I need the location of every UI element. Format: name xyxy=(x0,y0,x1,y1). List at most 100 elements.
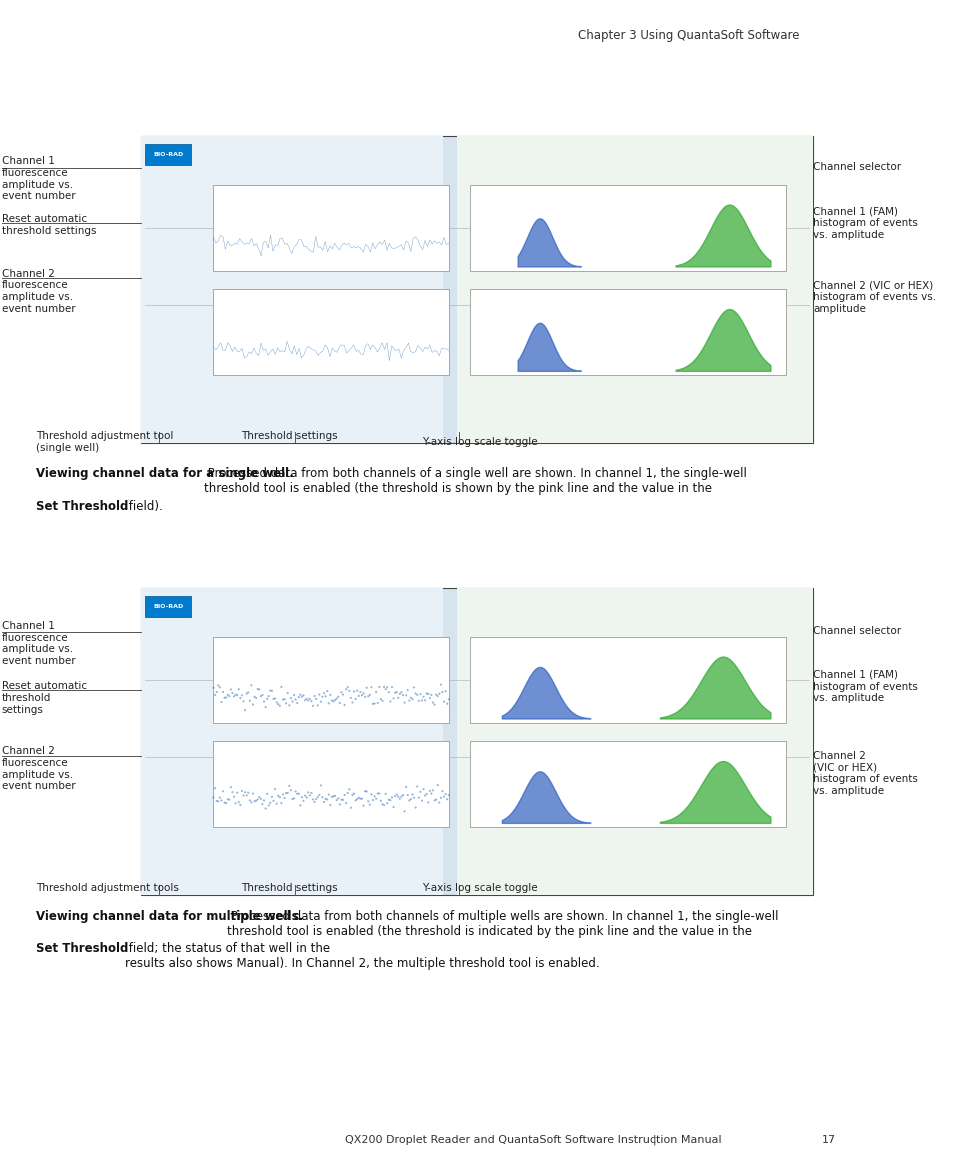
Point xyxy=(334,683,349,701)
Point xyxy=(211,792,226,810)
Point xyxy=(307,687,322,706)
Point xyxy=(363,785,378,803)
Point xyxy=(267,780,282,799)
Point xyxy=(398,778,414,796)
Point xyxy=(215,782,231,801)
Point xyxy=(349,681,364,700)
Point xyxy=(425,693,440,712)
Point xyxy=(427,695,442,714)
Text: Set Threshold: Set Threshold xyxy=(36,500,129,512)
Point xyxy=(207,779,222,797)
Point xyxy=(335,790,351,809)
Text: |: | xyxy=(652,1135,656,1145)
Point xyxy=(218,688,233,707)
Point xyxy=(307,793,322,811)
Point xyxy=(256,792,272,810)
Point xyxy=(377,785,393,803)
Point xyxy=(319,790,335,809)
Point xyxy=(386,797,401,816)
Point xyxy=(401,691,416,709)
Point xyxy=(420,793,436,811)
Text: BIO-RAD: BIO-RAD xyxy=(152,604,183,608)
Point xyxy=(250,680,265,699)
Text: Channel 2
fluorescence
amplitude vs.
event number: Channel 2 fluorescence amplitude vs. eve… xyxy=(2,269,75,314)
Point xyxy=(346,785,361,803)
Point xyxy=(433,676,448,694)
FancyBboxPatch shape xyxy=(470,289,785,376)
Point xyxy=(413,685,428,704)
Point xyxy=(303,692,318,710)
Point xyxy=(267,690,282,708)
Point xyxy=(242,792,257,810)
Point xyxy=(357,782,373,801)
Point xyxy=(437,681,453,700)
Point xyxy=(414,792,429,810)
Point xyxy=(300,691,315,709)
Point xyxy=(261,687,276,706)
Point xyxy=(365,694,380,713)
Point xyxy=(336,786,352,804)
Point xyxy=(269,794,284,812)
Point xyxy=(259,690,274,708)
Point xyxy=(346,683,361,701)
Point xyxy=(288,782,303,801)
Point xyxy=(288,691,303,709)
Point xyxy=(436,787,451,806)
Point xyxy=(338,680,354,699)
Point xyxy=(396,802,412,821)
Point xyxy=(216,688,232,707)
Point xyxy=(440,786,456,804)
Point xyxy=(226,687,241,706)
FancyBboxPatch shape xyxy=(470,636,785,723)
Point xyxy=(276,690,292,708)
Point xyxy=(436,692,451,710)
Point xyxy=(398,686,414,705)
Point xyxy=(384,788,399,807)
Point xyxy=(271,787,286,806)
Text: Channel selector: Channel selector xyxy=(812,626,901,636)
Point xyxy=(278,783,294,802)
Point xyxy=(245,695,260,714)
Point xyxy=(432,793,447,811)
Point xyxy=(354,686,369,705)
Text: Set Threshold: Set Threshold xyxy=(36,942,129,955)
Point xyxy=(435,683,450,701)
Point xyxy=(239,684,254,702)
FancyBboxPatch shape xyxy=(456,588,812,895)
Point xyxy=(372,678,387,697)
FancyBboxPatch shape xyxy=(145,596,191,617)
Point xyxy=(310,697,325,715)
Point xyxy=(290,785,305,803)
Point xyxy=(368,683,383,701)
Point xyxy=(212,788,227,807)
Point xyxy=(230,686,245,705)
Point xyxy=(247,792,262,810)
Point xyxy=(387,787,402,806)
Point xyxy=(313,692,328,710)
Text: Reset automatic
threshold
settings: Reset automatic threshold settings xyxy=(2,681,87,715)
Point xyxy=(272,697,287,715)
Point xyxy=(234,686,250,705)
Point xyxy=(360,687,375,706)
Point xyxy=(358,678,374,697)
Point xyxy=(316,684,332,702)
Text: Viewing channel data for a single well.: Viewing channel data for a single well. xyxy=(36,467,294,480)
Point xyxy=(240,683,255,701)
Point xyxy=(247,687,262,706)
Point xyxy=(226,787,241,806)
Point xyxy=(213,792,229,810)
Text: Channel 2
fluorescence
amplitude vs.
event number: Channel 2 fluorescence amplitude vs. eve… xyxy=(2,746,75,792)
Point xyxy=(274,794,289,812)
Point xyxy=(228,685,243,704)
Point xyxy=(275,691,291,709)
Point xyxy=(413,782,428,801)
Point xyxy=(302,786,317,804)
Point xyxy=(408,684,423,702)
Point xyxy=(280,684,295,702)
Point xyxy=(206,678,221,697)
FancyBboxPatch shape xyxy=(145,144,191,165)
Point xyxy=(295,686,311,705)
Point xyxy=(430,687,445,706)
Point xyxy=(360,792,375,810)
Point xyxy=(257,698,273,716)
